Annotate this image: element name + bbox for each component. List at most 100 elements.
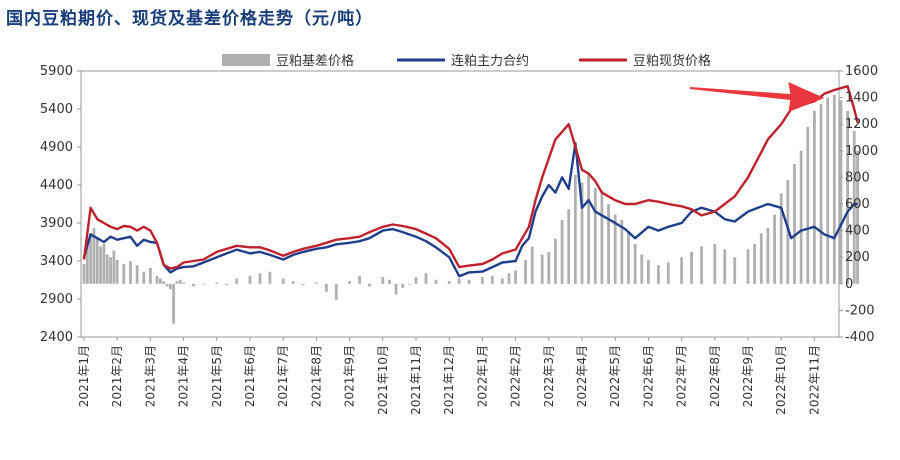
basis-bar — [162, 281, 166, 284]
basis-bar — [613, 214, 617, 284]
basis-bar — [500, 278, 504, 284]
basis-bar — [268, 271, 272, 284]
x-tick-label: 2021年5月 — [210, 345, 224, 407]
futures-line — [82, 142, 858, 278]
basis-bar — [129, 261, 132, 284]
left-tick-label: 3400 — [40, 254, 73, 269]
x-tick-label: 2022年10月 — [774, 345, 788, 415]
right-tick-label: 600 — [845, 197, 870, 212]
left-tick-label: 5900 — [40, 64, 73, 79]
basis-bar — [656, 265, 660, 284]
left-tick-label: 2900 — [40, 292, 73, 307]
basis-bar — [490, 275, 494, 284]
basis-bar — [690, 251, 693, 284]
basis-bar — [723, 249, 727, 284]
legend-label-basis: 豆粕基差价格 — [276, 53, 354, 69]
basis-bar — [95, 237, 99, 284]
x-tick-label: 2021年7月 — [276, 345, 290, 407]
basis-bar — [334, 283, 338, 300]
basis-bar — [85, 243, 89, 284]
basis-bar — [215, 282, 219, 284]
basis-bar — [135, 265, 139, 284]
basis-bar — [112, 250, 116, 284]
basis-bar — [560, 219, 564, 284]
basis-bar — [587, 174, 591, 284]
basis-bar — [467, 279, 471, 284]
x-tick-label: 2021年8月 — [309, 345, 323, 407]
basis-bar — [102, 243, 106, 284]
basis-bar — [172, 283, 176, 324]
basis-bar — [846, 110, 849, 284]
left-tick-label: 4400 — [40, 178, 73, 193]
basis-bar — [826, 97, 830, 284]
basis-bar — [115, 259, 119, 284]
left-tick-label: 2400 — [40, 330, 73, 345]
basis-bar — [92, 227, 96, 284]
basis-bar — [799, 150, 803, 284]
basis-bar — [759, 233, 763, 284]
basis-bar — [324, 283, 328, 292]
basis-bar — [368, 283, 371, 287]
basis-bar — [109, 257, 112, 284]
basis-bar — [507, 273, 511, 284]
right-tick-label: 1600 — [845, 64, 878, 79]
basis-bar — [447, 281, 451, 284]
basis-bar — [105, 254, 109, 284]
basis-bar — [158, 278, 162, 284]
legend-swatch-basis — [222, 54, 270, 66]
x-tick-label: 2021年1月 — [77, 345, 91, 407]
basis-bar — [235, 278, 239, 284]
basis-bar — [424, 273, 428, 284]
basis-bar — [192, 283, 195, 287]
basis-bar — [666, 262, 670, 284]
x-tick-label: 2022年8月 — [708, 345, 722, 407]
basis-bar — [779, 193, 783, 284]
basis-bar — [530, 246, 534, 284]
basis-bar — [713, 243, 717, 284]
x-tick-label: 2022年2月 — [509, 345, 523, 407]
basis-bar — [600, 190, 604, 284]
basis-bar — [813, 110, 816, 284]
spot-line — [82, 85, 859, 270]
basis-bar — [407, 283, 411, 285]
basis-bar — [700, 246, 703, 284]
x-tick-label: 2021年3月 — [143, 345, 157, 407]
basis-bar — [315, 282, 318, 284]
basis-bar — [554, 238, 557, 284]
basis-bar — [434, 279, 438, 284]
right-tick-label: 1400 — [845, 91, 878, 106]
basis-bar — [806, 126, 810, 284]
x-tick-label: 2021年10月 — [376, 345, 390, 415]
x-tick-label: 2022年6月 — [641, 345, 655, 407]
x-tick-label: 2022年7月 — [675, 345, 689, 407]
basis-bar — [99, 246, 102, 284]
left-tick-label: 5400 — [40, 102, 73, 117]
basis-bar — [394, 283, 398, 295]
x-tick-label: 2022年11月 — [807, 345, 821, 415]
basis-bar — [514, 270, 517, 284]
basis-bar — [457, 278, 461, 284]
left-tick-label: 4900 — [40, 140, 73, 155]
basis-bar — [746, 249, 750, 284]
basis-bar — [593, 188, 597, 284]
basis-bar — [856, 150, 859, 284]
right-tick-label: 1200 — [845, 117, 878, 132]
basis-bar — [819, 104, 823, 284]
basis-bar — [633, 243, 637, 284]
basis-bar — [647, 259, 650, 284]
x-tick-label: 2021年11月 — [409, 345, 423, 415]
basis-bar — [773, 214, 776, 284]
basis-bar — [348, 281, 351, 284]
basis-bar — [766, 227, 770, 284]
basis-bar — [175, 281, 179, 284]
basis-bar — [291, 281, 295, 284]
right-tick-label: -200 — [845, 303, 875, 318]
basis-bar — [401, 283, 405, 288]
basis-bar — [388, 279, 391, 284]
basis-bar — [149, 267, 152, 284]
basis-bar — [155, 275, 159, 284]
basis-bar — [786, 180, 790, 284]
basis-bar — [753, 243, 757, 284]
